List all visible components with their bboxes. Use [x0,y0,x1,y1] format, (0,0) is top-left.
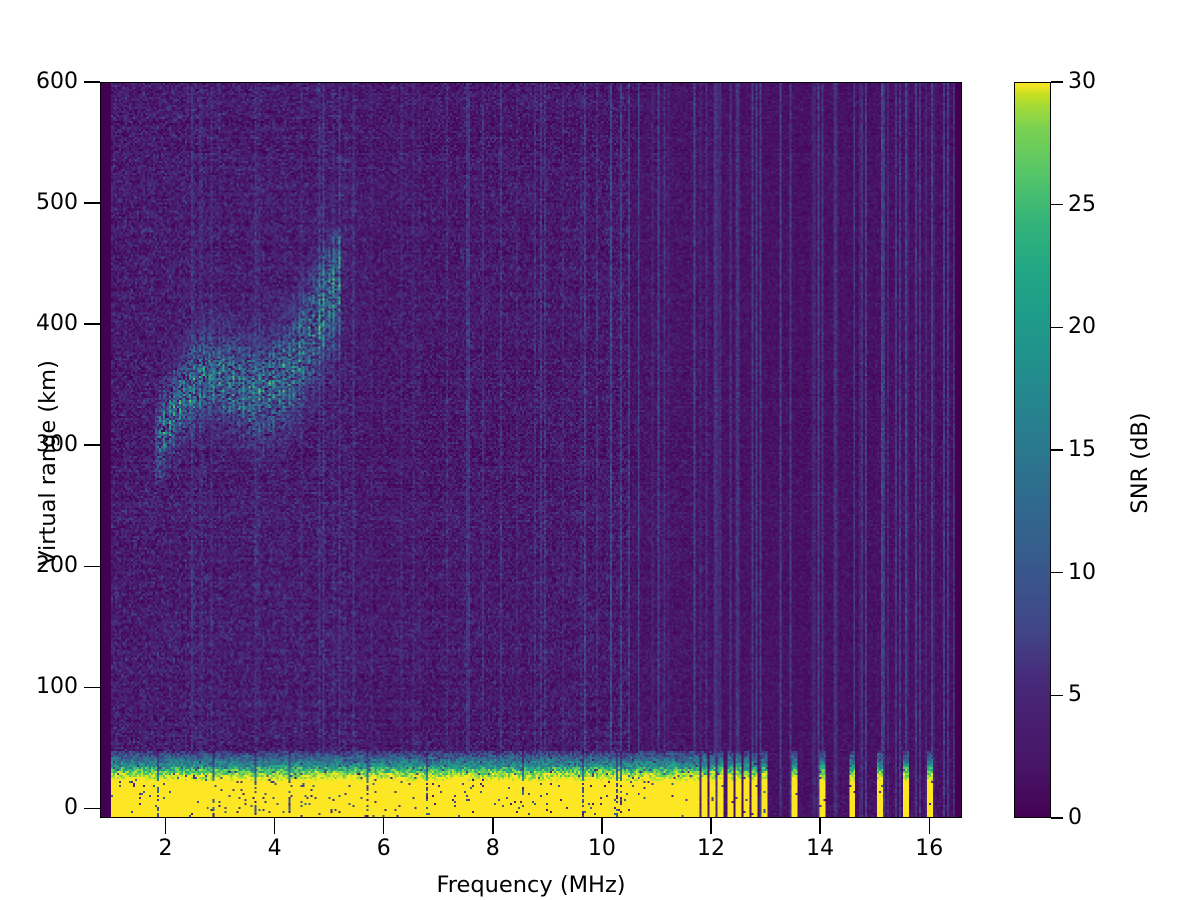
y-axis-label: Virtual range (km) [35,360,61,566]
y-axis-tick [84,686,100,688]
x-axis-tick-label: 10 [587,836,616,861]
colorbar-tick [1051,571,1063,574]
x-axis-tick [492,818,494,834]
y-axis-tick-label: 200 [36,553,78,579]
y-axis-tick [84,444,100,446]
y-axis-tick-label: 300 [36,432,78,458]
snr-colorbar[interactable] [1014,82,1051,818]
y-axis-tick-label: 400 [36,311,78,337]
x-axis-tick [382,818,385,834]
x-axis-tick [819,818,821,834]
x-axis-tick-label: 2 [158,836,173,861]
x-axis-tick-label: 4 [267,836,282,861]
y-axis-tick-label: 0 [64,795,78,821]
y-axis-tick-label: 500 [36,190,78,216]
x-axis-tick [710,818,712,834]
y-axis-tick [84,323,100,325]
ionogram-plot-area[interactable] [100,82,962,818]
colorbar-label: SNR (dB) [1127,412,1153,514]
y-axis-tick [84,565,100,567]
y-axis-tick [84,202,100,204]
colorbar-tick-label: 5 [1068,682,1082,708]
colorbar-tick-label: 30 [1068,69,1096,94]
x-axis-tick-label: 14 [806,836,835,861]
x-axis-tick-label: 8 [485,836,500,861]
colorbar-tick [1051,694,1063,697]
y-axis-tick-label: 600 [36,69,78,94]
colorbar-tick-label: 25 [1068,191,1096,217]
ionogram-heatmap [101,83,961,817]
colorbar-tick-label: 15 [1068,437,1096,462]
x-axis-label: Frequency (MHz) [436,872,626,898]
x-axis-tick-label: 12 [697,836,726,861]
y-axis-tick [84,807,100,809]
y-axis-tick-label: 100 [36,674,78,700]
y-axis-tick [84,81,100,83]
x-axis-tick-label: 6 [376,836,391,861]
x-axis-tick [164,818,167,834]
x-axis-tick [928,818,930,834]
x-axis-tick [601,818,603,834]
x-axis-tick-label: 16 [915,836,944,861]
colorbar-tick-label: 0 [1068,805,1082,830]
colorbar-tick [1051,81,1063,83]
colorbar-tick-label: 20 [1068,314,1096,340]
colorbar-tick-label: 10 [1068,559,1096,585]
colorbar-tick [1051,817,1063,819]
colorbar-tick [1051,449,1063,451]
colorbar-tick [1051,326,1063,329]
colorbar-tick [1051,203,1063,206]
x-axis-tick [273,818,276,834]
